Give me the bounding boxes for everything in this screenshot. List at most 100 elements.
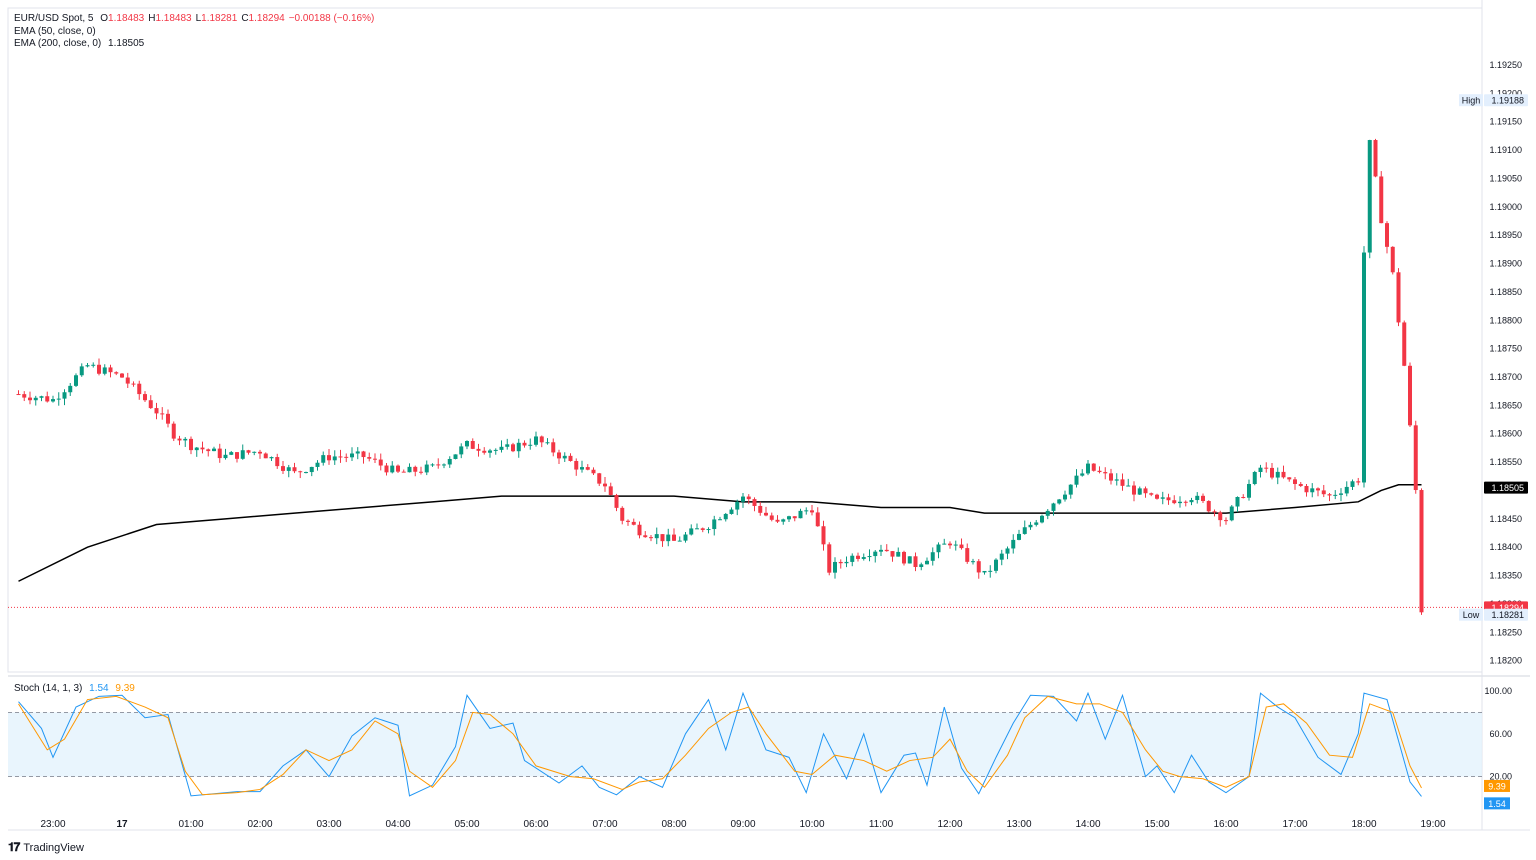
candle-up xyxy=(936,544,941,553)
candle-up xyxy=(1057,499,1062,504)
candle-down xyxy=(511,444,515,452)
candle-down xyxy=(217,448,222,459)
candle-down xyxy=(1218,512,1223,521)
time-tick-label: 19:00 xyxy=(1420,819,1445,830)
price-tick-label: 1.18700 xyxy=(1489,372,1522,382)
candle-down xyxy=(327,455,331,461)
candle-up xyxy=(741,496,745,502)
candle-down xyxy=(1316,488,1320,491)
candle-up xyxy=(994,559,998,571)
candle-up xyxy=(1005,548,1010,554)
candle-up xyxy=(534,436,538,445)
candle-down xyxy=(45,396,50,402)
candle-up xyxy=(677,540,682,542)
time-tick-label: 05:00 xyxy=(454,819,479,830)
candle-up xyxy=(861,557,866,559)
time-tick-label: 12:00 xyxy=(937,819,962,830)
candle-down xyxy=(281,466,285,471)
candle-down xyxy=(246,450,251,453)
candle-down xyxy=(482,450,487,453)
time-tick-label: 07:00 xyxy=(592,819,617,830)
candle-down xyxy=(16,394,21,396)
candle-down xyxy=(614,494,619,508)
candle-up xyxy=(1195,495,1200,501)
price-tick-label: 1.18900 xyxy=(1489,259,1522,269)
candle-down xyxy=(235,452,239,459)
candle-down xyxy=(700,528,705,530)
candle-down xyxy=(396,465,400,472)
candle-up xyxy=(1189,500,1194,503)
time-tick-label: 09:00 xyxy=(730,819,755,830)
candle-down xyxy=(959,544,964,549)
candle-up xyxy=(873,551,878,557)
candle-down xyxy=(436,464,441,466)
candle-down xyxy=(1373,140,1378,177)
ema-value-badge-bg xyxy=(1484,481,1528,494)
candle-down xyxy=(902,551,906,564)
legend-stoch-d: 9.39 xyxy=(115,683,135,694)
candle-up xyxy=(844,561,849,564)
candle-down xyxy=(758,505,763,513)
candle-up xyxy=(493,449,498,451)
candle-down xyxy=(275,457,280,467)
legend-ema50[interactable]: EMA (50, close, 0) xyxy=(14,26,100,38)
candle-down xyxy=(114,372,119,374)
candle-up xyxy=(269,457,274,459)
legend-symbol[interactable]: EUR/USD Spot, 5 xyxy=(14,13,94,24)
candle-up xyxy=(689,528,694,535)
time-tick-label: 13:00 xyxy=(1006,819,1031,830)
candle-up xyxy=(781,519,786,522)
stoch-d-badge: 9.39 xyxy=(1488,781,1506,791)
candle-up xyxy=(1178,501,1182,504)
candle-up xyxy=(1362,252,1366,483)
tradingview-brand[interactable]: 𝟏𝟕 TradingView xyxy=(8,840,84,855)
legend-stoch[interactable]: Stoch (14, 1, 3) 1.54 9.39 xyxy=(14,683,139,695)
candle-up xyxy=(545,442,550,444)
candle-up xyxy=(1367,140,1372,253)
candle-down xyxy=(1149,493,1154,495)
high-label-tag: High xyxy=(1462,96,1481,106)
candle-up xyxy=(712,519,717,530)
candle-up xyxy=(1310,488,1315,493)
candle-up xyxy=(562,455,567,459)
candle-down xyxy=(137,383,142,395)
stoch-k-badge-bg xyxy=(1484,797,1510,810)
candle-down xyxy=(815,512,820,527)
candle-down xyxy=(143,394,147,401)
candle-up xyxy=(723,513,728,520)
candle-up xyxy=(1051,503,1056,511)
price-tick-label: 1.19250 xyxy=(1489,60,1522,70)
candle-down xyxy=(948,543,952,546)
candle-down xyxy=(913,556,918,568)
candle-down xyxy=(166,413,170,424)
candle-up xyxy=(804,510,809,512)
candle-down xyxy=(1327,494,1332,496)
candle-up xyxy=(430,464,435,466)
legend-ema200-label: EMA (200, close, 0) xyxy=(14,38,102,49)
stoch-d-badge-bg xyxy=(1484,779,1510,792)
candle-up xyxy=(867,556,872,558)
candle-up xyxy=(896,551,901,557)
candle-up xyxy=(1040,515,1044,523)
time-tick-label: 15:00 xyxy=(1144,819,1169,830)
candle-down xyxy=(539,436,544,443)
candle-down xyxy=(890,551,895,557)
legend-stoch-k: 1.54 xyxy=(89,683,109,694)
candle-down xyxy=(148,400,153,409)
legend-ema200[interactable]: EMA (200, close, 0) 1.18505 xyxy=(14,38,148,50)
candle-down xyxy=(1281,471,1286,478)
stoch-tick-label: 100.00 xyxy=(1484,686,1512,696)
candle-down xyxy=(189,438,193,451)
candle-down xyxy=(1298,483,1303,486)
candle-up xyxy=(1350,481,1355,487)
candle-up xyxy=(516,442,521,452)
candle-up xyxy=(942,543,947,545)
candle-down xyxy=(637,524,642,536)
candle-down xyxy=(884,549,889,552)
grid-lines xyxy=(7,0,1530,831)
candle-up xyxy=(1333,494,1338,496)
candle-down xyxy=(373,458,377,460)
time-tick-label: 02:00 xyxy=(247,819,272,830)
candle-down xyxy=(746,496,751,500)
